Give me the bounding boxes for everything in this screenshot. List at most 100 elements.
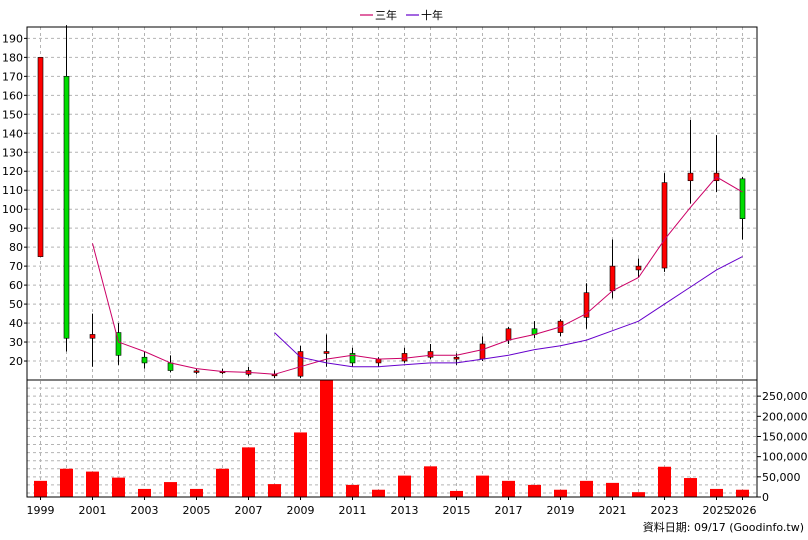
- price-tick-label: 80: [9, 241, 23, 254]
- legend-label-ma-3yr: 三年: [375, 8, 397, 22]
- candle-body: [193, 370, 200, 373]
- year-tick-label: 2007: [235, 504, 263, 517]
- volume-bar: [606, 482, 619, 497]
- year-tick-label: 2026: [729, 504, 757, 517]
- volume-bar: [658, 466, 671, 497]
- candle-body: [297, 351, 304, 377]
- volume-bar: [34, 480, 47, 497]
- volume-bar: [710, 488, 723, 497]
- volume-bar: [684, 478, 697, 497]
- candle-body: [401, 353, 408, 362]
- chart-frame: [26, 26, 758, 498]
- volume-bar: [268, 484, 281, 497]
- volume-bar: [528, 484, 541, 497]
- volume-bar: [86, 471, 99, 497]
- candle-body: [609, 265, 616, 292]
- chart-grid: [27, 27, 757, 497]
- price-tick-label: 160: [2, 89, 23, 102]
- volume-bar: [580, 480, 593, 497]
- price-tick-label: 130: [2, 146, 23, 159]
- price-axis-ticks: 20 30 40 50 60 70 80 90 100 110 120 130 140 150 160 170…: [2, 32, 27, 368]
- volume-bar: [60, 468, 73, 497]
- volume-bar: [190, 488, 203, 497]
- price-tick-label: 150: [2, 108, 23, 121]
- price-tick-label: 180: [2, 51, 23, 64]
- price-tick-label: 190: [2, 32, 23, 45]
- volume-tick-label: 50,000: [762, 471, 801, 484]
- price-tick-label: 170: [2, 70, 23, 83]
- volume-tick-label: 100,000: [762, 451, 808, 464]
- volume-bar: [372, 489, 385, 497]
- price-tick-label: 90: [9, 222, 23, 235]
- candle-body: [63, 76, 70, 339]
- volume-bar: [450, 490, 463, 497]
- volume-bar: [242, 447, 255, 497]
- candle-body: [141, 356, 148, 364]
- volume-bar: [320, 380, 333, 497]
- volume-bar: [346, 484, 359, 497]
- volume-bar: [424, 466, 437, 497]
- price-tick-label: 120: [2, 165, 23, 178]
- year-tick-label: 2011: [339, 504, 367, 517]
- year-tick-label: 2009: [287, 504, 315, 517]
- candle-body: [375, 358, 382, 364]
- year-tick-label: 2023: [651, 504, 679, 517]
- price-tick-label: 30: [9, 336, 23, 349]
- volume-bar: [736, 489, 749, 497]
- price-tick-label: 60: [9, 279, 23, 292]
- chart-legend: 三年 十年: [360, 8, 443, 22]
- volume-bar: [112, 477, 125, 497]
- volume-bar: [294, 432, 307, 497]
- volume-bar: [632, 492, 645, 497]
- year-axis-ticks: 1999 2001 2003 2005 2007 2009 2011 2013 2015 2017…: [27, 497, 757, 517]
- ma-10yr-line: [274, 256, 743, 368]
- year-tick-label: 2005: [183, 504, 211, 517]
- candle-body: [115, 332, 122, 356]
- volume-bar: [216, 468, 229, 497]
- candle-body: [661, 182, 668, 269]
- year-tick-label: 2015: [443, 504, 471, 517]
- price-tick-label: 40: [9, 317, 23, 330]
- year-tick-label: 2021: [599, 504, 627, 517]
- plot-border: [26, 26, 758, 498]
- year-tick-label: 1999: [27, 504, 55, 517]
- volume-tick-label: 250,000: [762, 390, 808, 403]
- candle-body: [739, 178, 746, 219]
- volume-bar: [554, 489, 567, 497]
- price-tick-label: 50: [9, 298, 23, 311]
- candle-body: [453, 356, 460, 360]
- volume-bar: [138, 488, 151, 497]
- year-tick-label: 2017: [495, 504, 523, 517]
- volume-tick-label: 150,000: [762, 430, 808, 443]
- volume-bar: [476, 475, 489, 497]
- ma-3yr-line: [92, 176, 743, 375]
- candle-body: [687, 172, 694, 182]
- price-tick-label: 100: [2, 203, 23, 216]
- candle-body: [89, 334, 96, 339]
- volume-tick-label: 0: [762, 491, 769, 504]
- year-tick-label: 2001: [79, 504, 107, 517]
- legend-label-ma-10yr: 十年: [421, 8, 443, 22]
- volume-tick-label: 200,000: [762, 410, 808, 423]
- year-tick-label: 2013: [391, 504, 419, 517]
- year-tick-label: 2019: [547, 504, 575, 517]
- year-tick-label: 2003: [131, 504, 159, 517]
- candle-body: [167, 362, 174, 371]
- volume-bar: [164, 482, 177, 497]
- moving-average-lines: [92, 176, 743, 375]
- price-tick-label: 20: [9, 355, 23, 368]
- price-tick-label: 70: [9, 260, 23, 273]
- candle-body: [349, 353, 356, 364]
- candle-body: [635, 265, 642, 271]
- candle-body: [323, 351, 330, 354]
- volume-axis-ticks: 0 50,000 100,000 150,000 200,000 250,000: [757, 390, 808, 504]
- candle-body: [583, 292, 590, 318]
- candle-body: [37, 57, 44, 257]
- volume-bars: [34, 380, 749, 497]
- price-tick-label: 140: [2, 127, 23, 140]
- year-tick-label: 2025: [703, 504, 731, 517]
- price-tick-label: 110: [2, 184, 23, 197]
- candle-body: [427, 351, 434, 358]
- volume-bar: [398, 475, 411, 497]
